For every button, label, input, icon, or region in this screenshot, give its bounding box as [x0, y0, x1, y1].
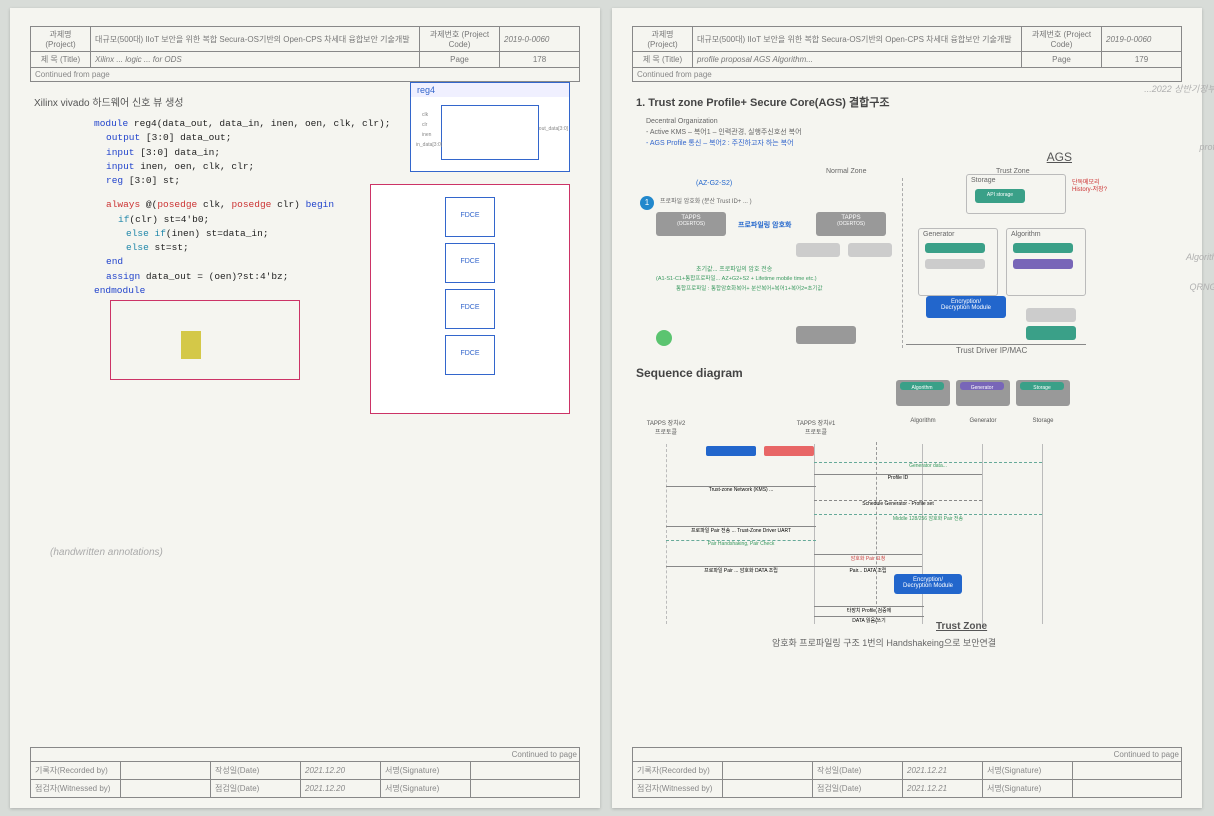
reg4-diagram: reg4 clk clr inen in_data[3:0] out_data[…: [410, 82, 570, 172]
handwriting-left: (handwritten annotations): [30, 527, 580, 747]
ags-title: AGS: [636, 150, 1072, 164]
title-label: 제 목 (Title): [31, 52, 91, 68]
step-1-icon: 1: [640, 196, 654, 210]
code-value: 2019-0-0060: [500, 27, 580, 52]
fdce-4: FDCE: [445, 335, 495, 375]
right-content: 1. Trust zone Profile+ Secure Core(AGS) …: [632, 82, 1182, 747]
sub-list: Decentral Organization - Active KMS – 복어…: [646, 116, 1132, 150]
generator-group: Generator: [918, 228, 998, 296]
tapps2-box: TAPPS (OCERTOS): [816, 212, 886, 236]
caption: 암호화 프로파일링 구조 1번의 Handshakeing으로 보안연결: [636, 636, 1132, 649]
title-value: Xilinx ... logic ... for ODS: [91, 52, 420, 68]
tapps1-box: TAPPS (OCERTOS): [656, 212, 726, 236]
trustzone-label: Trust Zone: [936, 621, 987, 632]
seq-title: Sequence diagram: [636, 366, 1132, 380]
continued-from: Continued from page: [30, 68, 580, 82]
trust-title: 1. Trust zone Profile+ Secure Core(AGS) …: [636, 94, 1132, 110]
enc-module-box: Encryption/ Decryption Module: [926, 296, 1006, 318]
architecture-diagram: 1 (AZ-G2-S2) 프로파일 암호화 (분산 Trust ID+ ... …: [636, 168, 1132, 358]
header-table-left: 과제명 (Project) 대규모(500대) IIoT 보안을 위한 복합 S…: [30, 26, 580, 68]
algorithm-group: Algorithm: [1006, 228, 1086, 296]
project-value: 대규모(500대) IIoT 보안을 위한 복합 Secura-OS기반의 Op…: [91, 27, 420, 52]
header-table-right: 과제명 (Project) 대규모(500대) IIoT 보안을 위한 복합 S…: [632, 26, 1182, 68]
project-label: 과제명 (Project): [31, 27, 91, 52]
right-page: 과제명 (Project) 대규모(500대) IIoT 보안을 위한 복합 S…: [612, 8, 1202, 808]
page-label: Page: [420, 52, 500, 68]
reg4-title: reg4: [411, 83, 569, 97]
fdce-diagram: FDCE FDCE FDCE FDCE: [370, 184, 570, 414]
page-number: 178: [500, 52, 580, 68]
chip-icon: [181, 331, 201, 359]
circle-2-icon: [656, 330, 672, 346]
footer-table-left: 기록자(Recorded by) 작성일(Date) 2021.12.20 서명…: [30, 761, 580, 798]
rtl-diagram: [110, 300, 300, 380]
seq-legend: Algorithm Generator Storage: [636, 380, 1132, 410]
sequence-diagram: TAPPS 장치#2 프로토콜 TAPPS 장치#1 프로토콜 Algorith…: [636, 414, 1132, 634]
left-page: 과제명 (Project) 대규모(500대) IIoT 보안을 위한 복합 S…: [10, 8, 600, 808]
code-label: 과제번호 (Project Code): [420, 27, 500, 52]
storage-group: Storage API storage: [966, 174, 1066, 214]
fdce-3: FDCE: [445, 289, 495, 329]
fdce-2: FDCE: [445, 243, 495, 283]
left-content: Xilinx vivado 하드웨어 신호 뷰 생성 module reg4(d…: [30, 82, 580, 527]
continued-to-left: Continued to page: [30, 747, 580, 761]
footer-table-right: 기록자(Recorded by) 작성일(Date) 2021.12.21 서명…: [632, 761, 1182, 798]
fdce-1: FDCE: [445, 197, 495, 237]
